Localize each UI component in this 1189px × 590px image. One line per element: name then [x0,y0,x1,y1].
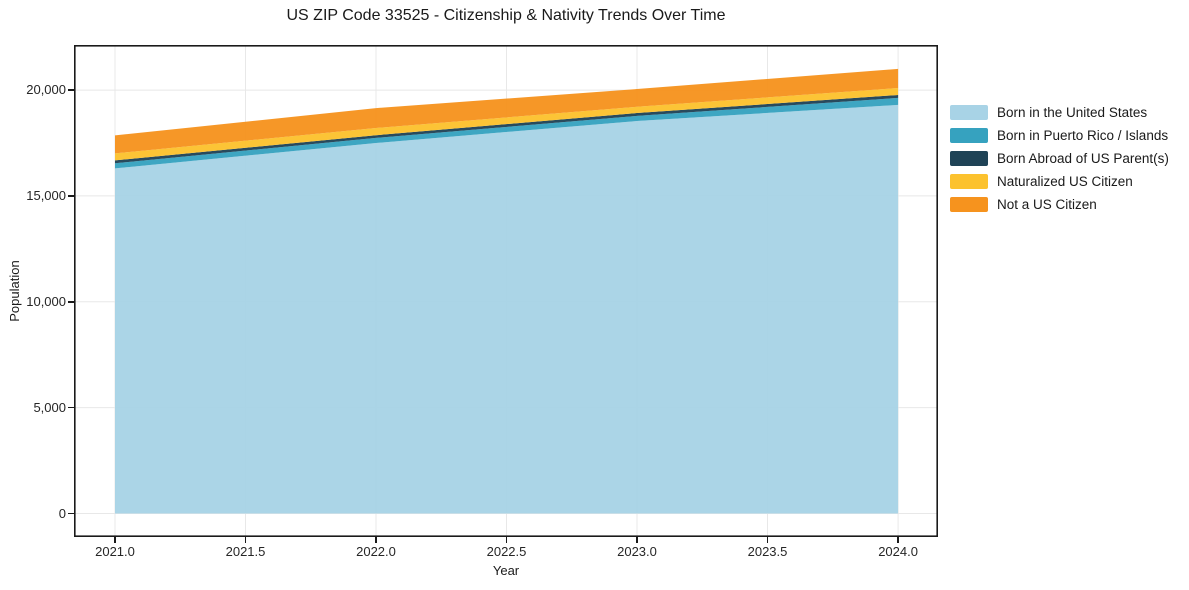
x-tickmark [766,537,769,543]
legend-item-born-in-puerto-rico-islands: Born in Puerto Rico / Islands [950,124,1169,147]
legend: Born in the United States Born in Puerto… [950,101,1169,216]
legend-swatch-icon [950,174,988,189]
area-born-abroad-of-us-parent-s [115,95,899,164]
x-tick-label: 2021.5 [225,544,266,559]
area-naturalized-us-citizen [115,88,899,161]
plot-frame [74,45,938,537]
chart-title: US ZIP Code 33525 - Citizenship & Nativi… [286,7,726,24]
legend-item-born-abroad-of-us-parent-s: Born Abroad of US Parent(s) [950,147,1169,170]
y-tick-label: 5,000 [33,399,66,415]
y-axis-label: Population [7,260,22,322]
legend-label: Born in Puerto Rico / Islands [997,128,1169,143]
y-tick-label: 15,000 [26,187,66,203]
x-tickmark [244,537,247,543]
x-tickmark [505,537,508,543]
legend-label: Naturalized US Citizen [997,174,1133,189]
area-not-a-us-citizen [115,68,899,154]
legend-swatch-icon [950,128,988,143]
y-tickmark [68,195,74,197]
x-tickmark [897,537,899,543]
x-tickmark [636,537,638,543]
y-tickmark [68,301,74,303]
legend-label: Born Abroad of US Parent(s) [997,151,1169,166]
y-tick-label: 0 [58,505,66,521]
legend-label: Not a US Citizen [997,197,1097,212]
legend-swatch-icon [950,197,988,212]
y-tick-label: 20,000 [26,82,66,98]
plot-area [74,45,938,537]
x-tick-label: 2023.0 [617,544,657,559]
x-tick-label: 2022.5 [486,544,527,559]
x-tick-label: 2021.0 [95,544,135,559]
y-tickmark [68,406,74,409]
legend-swatch-icon [950,151,988,166]
x-tickmark [114,537,116,543]
y-tickmark [68,89,74,91]
x-tick-label: 2022.0 [356,544,396,559]
legend-label: Born in the United States [997,105,1148,120]
stacked-area-chart [74,45,938,537]
x-tickmark [375,537,377,543]
legend-item-born-in-the-united-states: Born in the United States [950,101,1169,124]
legend-item-not-a-us-citizen: Not a US Citizen [950,193,1169,216]
area-born-in-the-united-states [115,104,899,514]
x-tick-label: 2024.0 [878,544,918,559]
y-tickmark [68,512,74,515]
legend-item-naturalized-us-citizen: Naturalized US Citizen [950,170,1169,193]
y-tick-label: 10,000 [26,293,66,309]
x-tick-label: 2023.5 [747,544,788,559]
area-born-in-puerto-rico-islands [115,97,899,169]
x-axis-label: Year [492,563,520,578]
legend-swatch-icon [950,105,988,120]
